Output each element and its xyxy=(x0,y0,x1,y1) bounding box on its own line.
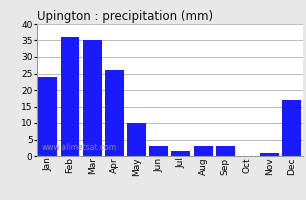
Bar xyxy=(127,123,146,156)
Bar xyxy=(61,37,80,156)
Text: Upington : precipitation (mm): Upington : precipitation (mm) xyxy=(37,10,213,23)
Text: www.allmetsat.com: www.allmetsat.com xyxy=(42,143,117,152)
Bar xyxy=(171,151,190,156)
Bar xyxy=(282,100,301,156)
Bar xyxy=(194,146,213,156)
Bar xyxy=(216,146,235,156)
Bar xyxy=(149,146,168,156)
Bar xyxy=(105,70,124,156)
Bar xyxy=(38,77,57,156)
Bar xyxy=(83,40,102,156)
Bar xyxy=(260,153,279,156)
